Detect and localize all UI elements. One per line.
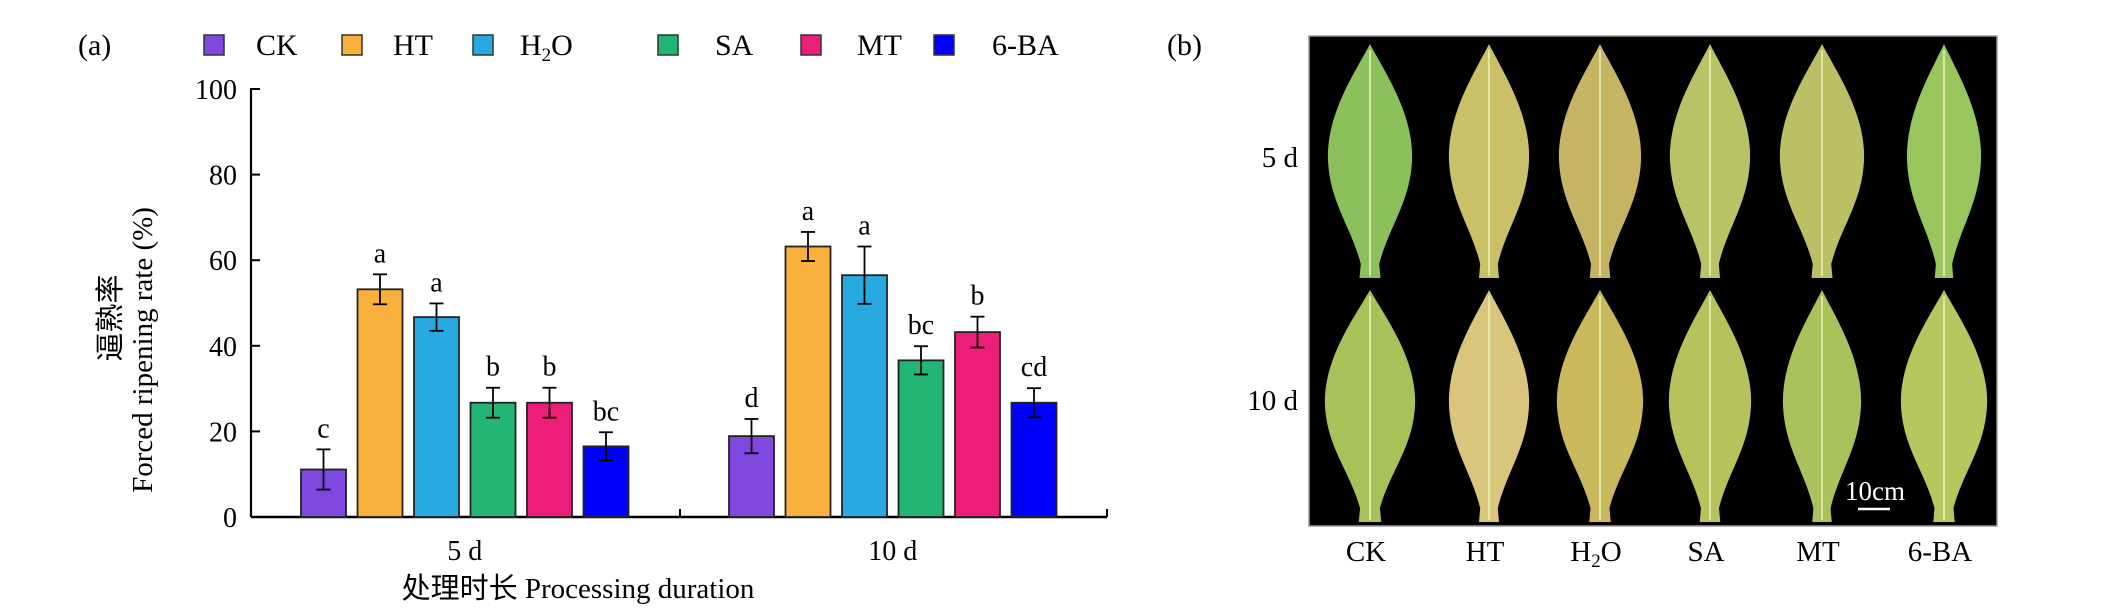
y-tick-label: 60: [209, 246, 237, 277]
leaves: [1324, 44, 1988, 522]
error-bar-mt-10-d: [970, 315, 985, 349]
significance-letter: b: [543, 352, 557, 383]
leaf-photo-panel: 5 d 10 d CK HT H2O SA MT 6-BA 10cm: [1247, 35, 1998, 572]
legend-item-h2o: H2O: [472, 29, 573, 66]
leaf-mt-5-d: [1779, 44, 1865, 278]
legend-swatch: [657, 34, 679, 56]
column-label: H2O: [1570, 536, 1621, 572]
legend-swatch: [933, 34, 955, 56]
significance-letter: bc: [593, 396, 619, 427]
x-tick-label: 10 d: [868, 536, 917, 567]
error-bar-ht-5-d: [373, 273, 387, 306]
significance-letter: d: [745, 383, 759, 414]
y-axis-title-cn: 逼熟率: [94, 274, 127, 361]
error-bar-6-ba-10-d: [1027, 387, 1041, 419]
error-bar-sa-10-d: [914, 345, 928, 376]
bar-h2o-10-d: [841, 274, 888, 518]
error-bar-h2o-5-d: [429, 302, 444, 332]
legend-swatch: [203, 34, 225, 56]
bar-ht-10-d: [784, 245, 832, 518]
x-tick-label: 5 d: [447, 536, 482, 567]
panel-label-b: (b): [1167, 29, 1202, 62]
leaf-sa-5-d: [1669, 44, 1751, 278]
scale-bar-label: 10cm: [1845, 476, 1905, 506]
leaf-ht-5-d: [1448, 44, 1530, 278]
leaf-sa-10-d: [1668, 290, 1752, 522]
error-bars: [316, 231, 1041, 491]
legend-item-mt: MT: [800, 29, 902, 62]
leaf-ck-10-d: [1324, 290, 1416, 522]
panel-label-a: (a): [78, 29, 111, 62]
bar-sa-5-d: [469, 401, 517, 518]
legend-item-ht: HT: [341, 29, 433, 62]
leaf-6-ba-5-d: [1906, 44, 1982, 278]
column-label: HT: [1466, 536, 1505, 568]
photo-background: [1308, 35, 1998, 527]
error-bar-ck-5-d: [316, 448, 331, 491]
legend-label: H2O: [520, 29, 573, 66]
leaf-h2o-10-d: [1556, 290, 1644, 522]
significance-letter: b: [486, 352, 500, 383]
legend-label: HT: [393, 29, 433, 62]
legend-item-ck: CK: [203, 29, 298, 62]
legend-label: 6-BA: [992, 29, 1059, 62]
bar-ck-5-d: [300, 468, 347, 518]
legend-label: SA: [715, 29, 754, 62]
legend-label: CK: [256, 29, 298, 62]
leaf-mt-10-d: [1782, 290, 1862, 522]
legend-swatch: [800, 34, 822, 56]
bar-ht-5-d: [356, 288, 404, 518]
bar-h2o-5-d: [413, 316, 460, 518]
significance-letter: a: [374, 238, 387, 269]
row-label-5d: 5 d: [1262, 142, 1299, 174]
error-bar-mt-5-d: [542, 386, 557, 419]
column-label: MT: [1796, 536, 1840, 568]
significance-letter: bc: [908, 310, 934, 341]
bar-mt-10-d: [954, 331, 1001, 518]
leaf-6-ba-10-d: [1900, 290, 1988, 522]
legend-swatch: [341, 34, 363, 56]
y-tick-label: 80: [209, 161, 237, 192]
legend: CK HT H2O SA MT 6-BA: [203, 29, 1059, 66]
significance-letter: a: [430, 267, 443, 298]
row-label-10d: 10 d: [1247, 385, 1298, 417]
error-bar-ht-10-d: [801, 231, 815, 262]
y-tick-label: 40: [209, 332, 237, 363]
y-tick-label: 100: [195, 75, 237, 106]
bar-sa-10-d: [897, 359, 945, 518]
column-labels: CK HT H2O SA MT 6-BA: [1346, 536, 1972, 572]
x-axis-title: 处理时长 Processing duration: [402, 572, 755, 605]
significance-letter: b: [971, 281, 985, 312]
significance-letter: a: [802, 196, 815, 227]
bar-6-ba-10-d: [1010, 401, 1058, 518]
column-label: CK: [1346, 536, 1386, 568]
legend-label: MT: [857, 29, 902, 62]
bars: [300, 245, 1058, 518]
column-label: 6-BA: [1908, 536, 1973, 568]
y-tick-label: 20: [209, 417, 237, 448]
significance-letter: a: [858, 211, 871, 242]
leaf-ht-10-d: [1448, 290, 1530, 522]
column-label: SA: [1687, 536, 1724, 568]
legend-item-6-ba: 6-BA: [933, 29, 1059, 62]
error-bar-sa-5-d: [486, 386, 500, 419]
error-bar-ck-10-d: [744, 418, 759, 455]
y-axis: 0 20 40 60 80 100: [195, 75, 260, 534]
significance-letter: cd: [1021, 352, 1047, 383]
error-bar-6-ba-5-d: [599, 431, 613, 462]
error-bar-h2o-10-d: [857, 245, 872, 305]
y-axis-title: Forced ripening rate (%): [127, 207, 159, 493]
legend-swatch: [472, 34, 494, 56]
leaf-h2o-5-d: [1558, 44, 1642, 278]
legend-item-sa: SA: [657, 29, 754, 62]
y-tick-label: 0: [223, 503, 237, 534]
significance-letter: c: [317, 413, 329, 444]
bar-6-ba-5-d: [582, 445, 630, 518]
leaf-ck-5-d: [1327, 44, 1413, 278]
bar-mt-5-d: [526, 401, 573, 518]
